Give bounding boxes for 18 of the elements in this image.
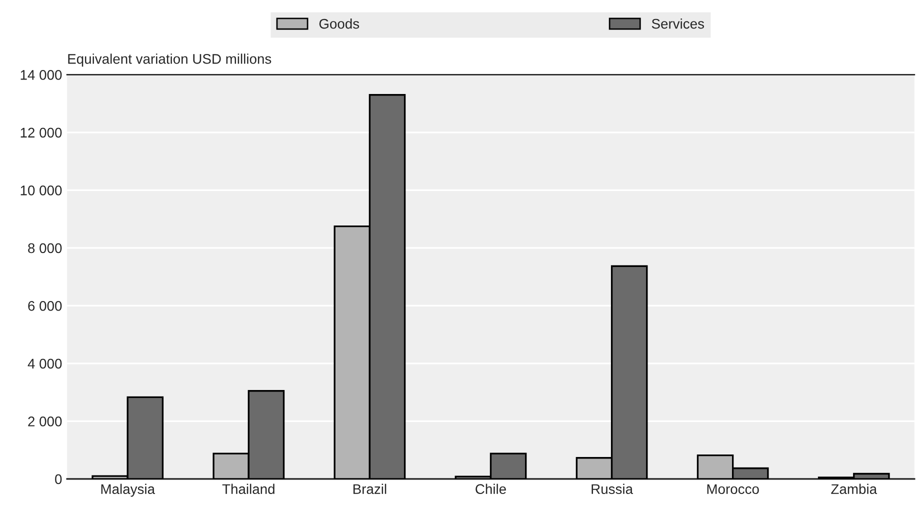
x-tick-label: Zambia — [831, 484, 878, 494]
y-axis-title: Equivalent variation USD millions — [68, 54, 272, 67]
x-tick-label: Chile — [476, 484, 506, 494]
x-tick-label: Malaysia — [101, 484, 156, 497]
legend-label: Services — [652, 18, 704, 29]
x-tick-label: Thailand — [222, 484, 274, 494]
x-tick-label: Morocco — [707, 484, 759, 494]
y-tick-label: 6 000 — [28, 301, 62, 311]
x-tick-label: Brazil — [353, 484, 386, 494]
y-tick-label: 10 000 — [20, 186, 62, 196]
y-tick-label: 8 000 — [28, 243, 62, 254]
legend-label: Goods — [319, 18, 360, 29]
y-tick-label: 2 000 — [28, 416, 62, 426]
x-tick-label: Russia — [592, 484, 634, 494]
y-tick-label: 4 000 — [28, 358, 62, 369]
y-tick-label: 14 000 — [20, 70, 62, 80]
y-tick-label: 0 — [55, 474, 62, 484]
y-tick-label: 12 000 — [20, 128, 62, 138]
